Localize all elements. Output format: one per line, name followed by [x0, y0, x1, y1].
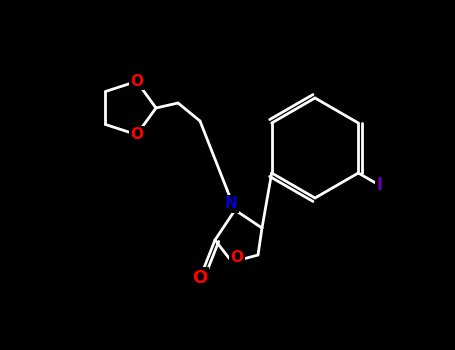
- Text: O: O: [130, 74, 143, 89]
- Text: N: N: [225, 196, 238, 211]
- Text: I: I: [377, 176, 383, 195]
- Text: O: O: [192, 269, 207, 287]
- Text: O: O: [130, 127, 143, 142]
- Text: O: O: [231, 251, 243, 266]
